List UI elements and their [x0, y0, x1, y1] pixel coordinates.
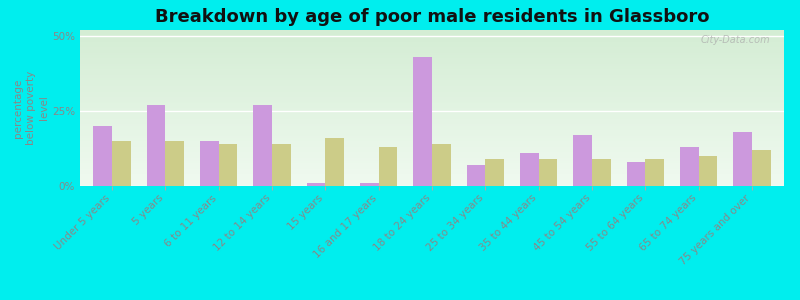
Bar — [94, 126, 112, 186]
Bar — [698, 156, 718, 186]
Bar — [734, 132, 752, 186]
Bar — [574, 135, 592, 186]
Text: City-Data.com: City-Data.com — [700, 35, 770, 45]
Bar — [646, 159, 664, 186]
Bar — [200, 141, 218, 186]
Title: Breakdown by age of poor male residents in Glassboro: Breakdown by age of poor male residents … — [154, 8, 710, 26]
Bar — [466, 165, 486, 186]
Bar — [520, 153, 538, 186]
Bar — [306, 183, 326, 186]
Bar — [112, 141, 130, 186]
Bar — [146, 105, 166, 186]
Bar — [378, 147, 398, 186]
Bar — [326, 138, 344, 186]
Bar — [486, 159, 504, 186]
Bar — [432, 144, 450, 186]
Bar — [626, 162, 646, 186]
Bar — [166, 141, 184, 186]
Y-axis label: percentage
below poverty
level: percentage below poverty level — [13, 71, 50, 145]
Bar — [752, 150, 770, 186]
Bar — [254, 105, 272, 186]
Bar — [592, 159, 610, 186]
Bar — [218, 144, 238, 186]
Bar — [680, 147, 698, 186]
Bar — [538, 159, 558, 186]
Bar — [360, 183, 378, 186]
Bar — [414, 57, 432, 186]
Bar — [272, 144, 290, 186]
